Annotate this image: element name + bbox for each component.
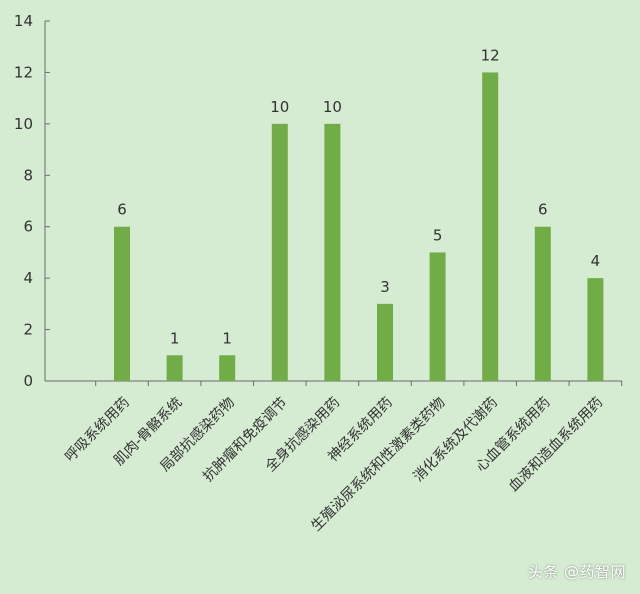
y-tick-label: 0 — [23, 372, 33, 390]
data-label: 1 — [170, 329, 180, 347]
chart-data-labels: 6 1 1 10 10 3 5 12 6 4 — [117, 46, 600, 347]
bar — [166, 355, 183, 381]
y-tick-label: 4 — [23, 269, 33, 287]
x-axis-tick-labels: 呼吸系统用药肌肉-骨骼系统局部抗感染药物抗肿瘤和免疫调节全身抗感染用药神经系统用… — [62, 394, 606, 535]
bar — [482, 72, 499, 381]
bar — [114, 226, 130, 381]
y-tick-label: 6 — [23, 218, 33, 236]
data-label: 6 — [117, 201, 127, 219]
bar — [219, 355, 236, 381]
watermark-text: 头条 @药智网 — [527, 563, 626, 581]
data-label: 10 — [270, 98, 289, 116]
y-tick-label: 14 — [14, 12, 33, 30]
y-axis-tick-labels: 0 2 4 6 8 10 12 14 — [14, 12, 33, 390]
bar — [324, 123, 341, 381]
chart-axes — [44, 20, 623, 386]
y-tick-label: 2 — [23, 321, 33, 339]
y-tick-label: 10 — [14, 115, 33, 133]
bar — [377, 303, 393, 381]
data-label: 12 — [481, 46, 500, 64]
data-label: 5 — [433, 226, 443, 244]
data-label: 3 — [380, 278, 390, 296]
x-tick-label: 血液和造血系统用药 — [506, 395, 606, 495]
y-tick-label: 12 — [14, 63, 33, 81]
bar — [429, 252, 446, 381]
data-label: 1 — [222, 329, 232, 347]
data-label: 6 — [538, 201, 548, 219]
chart-bars — [114, 72, 604, 381]
y-tick-label: 8 — [23, 166, 33, 184]
data-label: 4 — [591, 252, 601, 270]
data-label: 10 — [323, 98, 342, 116]
bar — [587, 278, 604, 381]
bar — [271, 123, 288, 381]
bar — [534, 226, 551, 381]
